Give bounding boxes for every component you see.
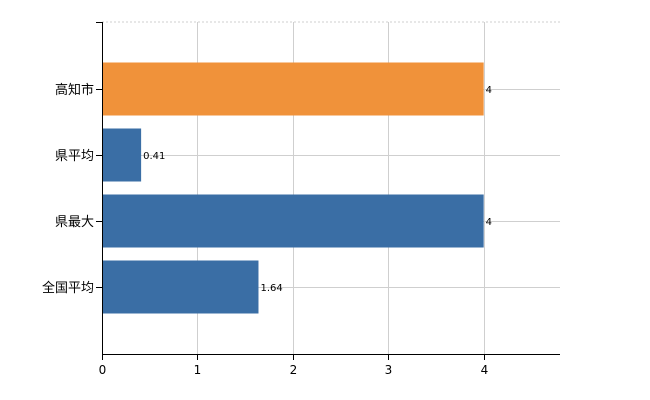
x-tick-label: 4 xyxy=(481,363,489,377)
data-label: 1.64 xyxy=(260,283,282,294)
y-tick-label: 県最大 xyxy=(55,215,94,230)
x-tick-label: 2 xyxy=(290,363,298,377)
x-axis-ticks: 0 1 2 3 4 xyxy=(99,354,489,377)
data-label: 4 xyxy=(486,217,492,228)
y-tick-label: 高知市 xyxy=(55,82,94,98)
bar xyxy=(102,194,484,248)
x-tick-label: 3 xyxy=(385,363,393,377)
y-tick-label: 県平均 xyxy=(55,149,94,164)
bar xyxy=(102,260,259,314)
value-labels-group: 4 0.41 4 1.64 xyxy=(143,85,492,294)
x-tick-label: 0 xyxy=(99,363,107,377)
y-tick-label: 全国平均 xyxy=(42,280,94,296)
x-tick-label: 1 xyxy=(194,363,202,377)
bar xyxy=(102,62,484,116)
bar xyxy=(102,128,142,182)
data-label: 0.41 xyxy=(143,151,165,162)
bars-group xyxy=(102,62,484,314)
data-label: 4 xyxy=(486,85,492,96)
axes-group xyxy=(102,22,560,355)
